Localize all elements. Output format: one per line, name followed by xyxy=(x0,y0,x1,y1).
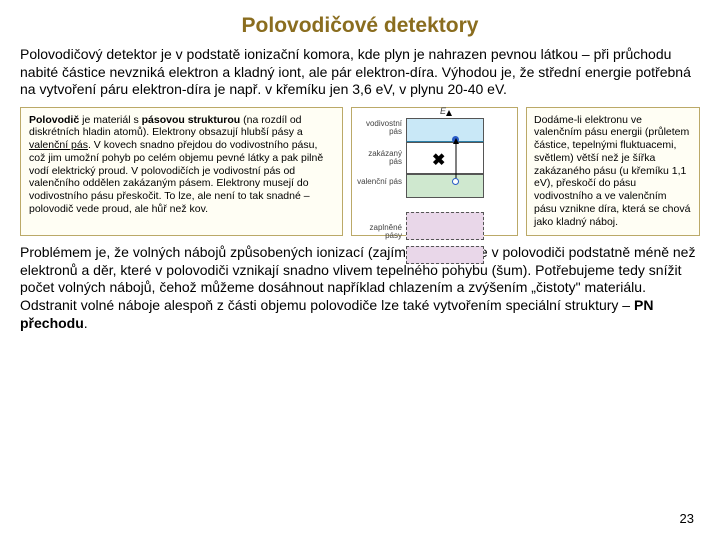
label-valence: valenční pás xyxy=(356,178,402,186)
page-title: Polovodičové detektory xyxy=(20,14,700,38)
energy-axis-label: E xyxy=(440,106,446,116)
transition-arrow-icon xyxy=(452,138,466,182)
conduction-band xyxy=(406,118,484,142)
left-text-box: Polovodič je materiál s pásovou struktur… xyxy=(20,107,343,236)
filled-band-1 xyxy=(406,212,484,240)
footer-paragraph: Problémem je, že volných nábojů způsoben… xyxy=(20,244,700,334)
filled-band-2 xyxy=(406,246,484,264)
label-forbidden: zakázaný pás xyxy=(356,150,402,167)
band-structure-diagram: E vodivostní pás zakázaný pás valenční p… xyxy=(351,107,518,236)
valence-band xyxy=(406,174,484,198)
energy-arrow-icon xyxy=(446,110,452,116)
intro-paragraph: Polovodičový detektor je v podstatě ioni… xyxy=(20,46,700,99)
middle-row: Polovodič je materiál s pásovou struktur… xyxy=(20,107,700,236)
right-text-box: Dodáme-li elektronu ve valenčním pásu en… xyxy=(526,107,700,236)
forbidden-cross-icon: ✖ xyxy=(432,150,445,170)
label-filled: zaplněné pásy xyxy=(356,224,402,241)
page-number: 23 xyxy=(680,511,694,526)
label-conduction: vodivostní pás xyxy=(356,120,402,137)
